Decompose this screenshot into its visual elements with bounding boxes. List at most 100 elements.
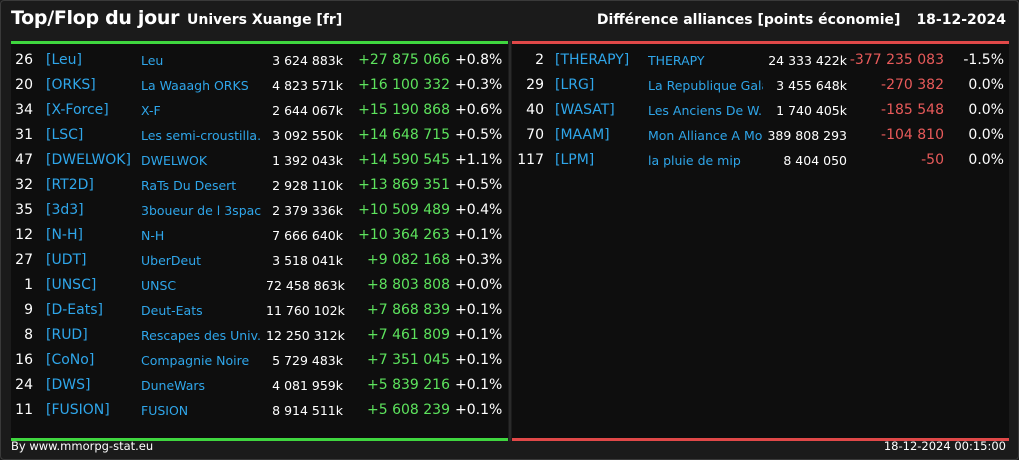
alliance-name-link[interactable]: Les semi-croustilla... — [141, 128, 261, 143]
percent-change: +0.8% — [455, 52, 503, 68]
percent-change: +0.4% — [455, 202, 503, 218]
alliance-name-link[interactable]: THERAPY — [648, 53, 705, 68]
alliance-tag-link[interactable]: [UDT] — [46, 252, 87, 268]
alliance-name-link[interactable]: La Republique Gala... — [648, 78, 763, 93]
alliance-points: 8 914 511k — [272, 403, 343, 418]
alliance-points: 2 928 110k — [272, 178, 343, 193]
points-difference: +5 608 239 — [367, 402, 450, 418]
alliance-points: 389 808 293 — [767, 128, 847, 143]
alliance-points: 2 644 067k — [272, 103, 343, 118]
alliance-tag-link[interactable]: [FUSION] — [46, 402, 110, 418]
top-panel: 26 [Leu] Leu 3 624 883k +27 875 066 +0.8% 20 [O… — [11, 41, 508, 441]
percent-change: +0.1% — [455, 227, 503, 243]
alliance-tag-link[interactable]: [ORKS] — [46, 77, 96, 93]
alliance-rank: 26 — [15, 52, 33, 68]
alliance-tag-link[interactable]: [MAAM] — [555, 127, 610, 143]
alliance-name-link[interactable]: Leu — [141, 53, 164, 68]
alliance-points: 7 666 640k — [272, 228, 343, 243]
top-row: 8 [RUD] Rescapes des Univ... 12 250 312k +7 … — [11, 323, 508, 348]
alliance-rank: 16 — [15, 352, 33, 368]
alliance-tag-link[interactable]: [LRG] — [555, 77, 595, 93]
points-difference: +5 839 216 — [367, 377, 450, 393]
top-row: 27 [UDT] UberDeut 3 518 041k +9 082 168 +0.3% — [11, 248, 508, 273]
alliance-rank: 40 — [526, 102, 544, 118]
alliance-name-link[interactable]: Les Anciens De W... — [648, 103, 763, 118]
alliance-tag-link[interactable]: [RUD] — [46, 327, 88, 343]
header-date: 18-12-2024 — [916, 12, 1006, 28]
top-row: 32 [RT2D] RaTs Du Desert 2 928 110k +13 869 … — [11, 173, 508, 198]
alliance-rank: 34 — [15, 102, 33, 118]
points-difference: +7 868 839 — [367, 302, 450, 318]
alliance-tag-link[interactable]: [THERAPY] — [555, 52, 630, 68]
alliance-rank: 70 — [526, 127, 544, 143]
points-difference: -377 235 083 — [849, 52, 944, 68]
alliance-tag-link[interactable]: [UNSC] — [46, 277, 97, 293]
alliance-name-link[interactable]: Compagnie Noire — [141, 353, 250, 368]
points-difference: +16 100 332 — [358, 77, 450, 93]
alliance-points: 11 760 102k — [266, 303, 345, 318]
points-difference: +10 509 489 — [358, 202, 450, 218]
alliance-name-link[interactable]: La Waaagh ORKS — [141, 78, 249, 93]
alliance-rank: 8 — [24, 327, 33, 343]
alliance-tag-link[interactable]: [3d3] — [46, 202, 84, 218]
alliance-name-link[interactable]: DuneWars — [141, 378, 206, 393]
points-difference: -50 — [921, 152, 944, 168]
alliance-rank: 2 — [535, 52, 544, 68]
points-difference: +8 803 808 — [367, 277, 450, 293]
alliance-name-link[interactable]: la pluie de mip — [648, 153, 741, 168]
alliance-name-link[interactable]: UberDeut — [141, 253, 202, 268]
percent-change: 0.0% — [968, 127, 1004, 143]
alliance-name-link[interactable]: DWELWOK — [141, 153, 208, 168]
flop-panel: 2 [THERAPY] THERAPY 24 333 422k -377 235 083… — [512, 41, 1009, 441]
alliance-tag-link[interactable]: [LSC] — [46, 127, 84, 143]
alliance-tag-link[interactable]: [DWELWOK] — [46, 152, 131, 168]
alliance-name-link[interactable]: Mon Alliance A Moi — [648, 128, 763, 143]
alliance-rank: 27 — [15, 252, 33, 268]
metric-label: Différence alliances [points économie] — [596, 12, 901, 28]
top-row: 20 [ORKS] La Waaagh ORKS 4 823 571k +16 100 … — [11, 73, 508, 98]
alliance-points: 2 379 336k — [272, 203, 343, 218]
flop-row: 70 [MAAM] Mon Alliance A Moi 389 808 293 -10… — [512, 123, 1009, 148]
alliance-name-link[interactable]: UNSC — [141, 278, 177, 293]
alliance-points: 1 392 043k — [272, 153, 343, 168]
alliance-name-link[interactable]: FUSION — [141, 403, 189, 418]
page-title: Top/Flop du jour — [11, 7, 180, 29]
percent-change: -1.5% — [963, 52, 1004, 68]
alliance-rank: 35 — [15, 202, 33, 218]
alliance-tag-link[interactable]: [N-H] — [46, 227, 83, 243]
alliance-tag-link[interactable]: [CoNo] — [46, 352, 95, 368]
alliance-tag-link[interactable]: [X-Force] — [46, 102, 109, 118]
top-row: 26 [Leu] Leu 3 624 883k +27 875 066 +0.8% — [11, 48, 508, 73]
alliance-tag-link[interactable]: [DWS] — [46, 377, 91, 393]
alliance-rank: 32 — [15, 177, 33, 193]
alliance-name-link[interactable]: Deut-Eats — [141, 303, 203, 318]
percent-change: +0.3% — [455, 252, 503, 268]
alliance-name-link[interactable]: Rescapes des Univ... — [141, 328, 261, 343]
alliance-name-link[interactable]: N-H — [141, 228, 165, 243]
alliance-points: 24 333 422k — [768, 53, 847, 68]
alliance-rank: 12 — [15, 227, 33, 243]
points-difference: +14 590 545 — [358, 152, 450, 168]
top-row: 24 [DWS] DuneWars 4 081 959k +5 839 216 +0.1% — [11, 373, 508, 398]
alliance-tag-link[interactable]: [Leu] — [46, 52, 82, 68]
alliance-points: 72 458 863k — [266, 278, 345, 293]
flop-row: 2 [THERAPY] THERAPY 24 333 422k -377 235 083… — [512, 48, 1009, 73]
alliance-name-link[interactable]: RaTs Du Desert — [141, 178, 237, 193]
alliance-tag-link[interactable]: [WASAT] — [555, 102, 615, 118]
footer-timestamp: 18-12-2024 00:15:00 — [883, 439, 1006, 453]
points-difference: +10 364 263 — [358, 227, 450, 243]
percent-change: +0.5% — [455, 177, 503, 193]
percent-change: +1.1% — [455, 152, 503, 168]
points-difference: +7 461 809 — [367, 327, 450, 343]
percent-change: +0.1% — [455, 327, 503, 343]
footer-source: By www.mmorpg-stat.eu — [11, 439, 154, 453]
alliance-rank: 9 — [24, 302, 33, 318]
alliance-name-link[interactable]: X-F — [141, 103, 161, 118]
alliance-name-link[interactable]: 3boueur de l 3space — [141, 203, 261, 218]
top-row: 11 [FUSION] FUSION 8 914 511k +5 608 239 +0.1… — [11, 398, 508, 423]
alliance-tag-link[interactable]: [RT2D] — [46, 177, 94, 193]
alliance-tag-link[interactable]: [LPM] — [555, 152, 595, 168]
alliance-tag-link[interactable]: [D-Eats] — [46, 302, 103, 318]
alliance-rank: 20 — [15, 77, 33, 93]
alliance-rank: 24 — [15, 377, 33, 393]
